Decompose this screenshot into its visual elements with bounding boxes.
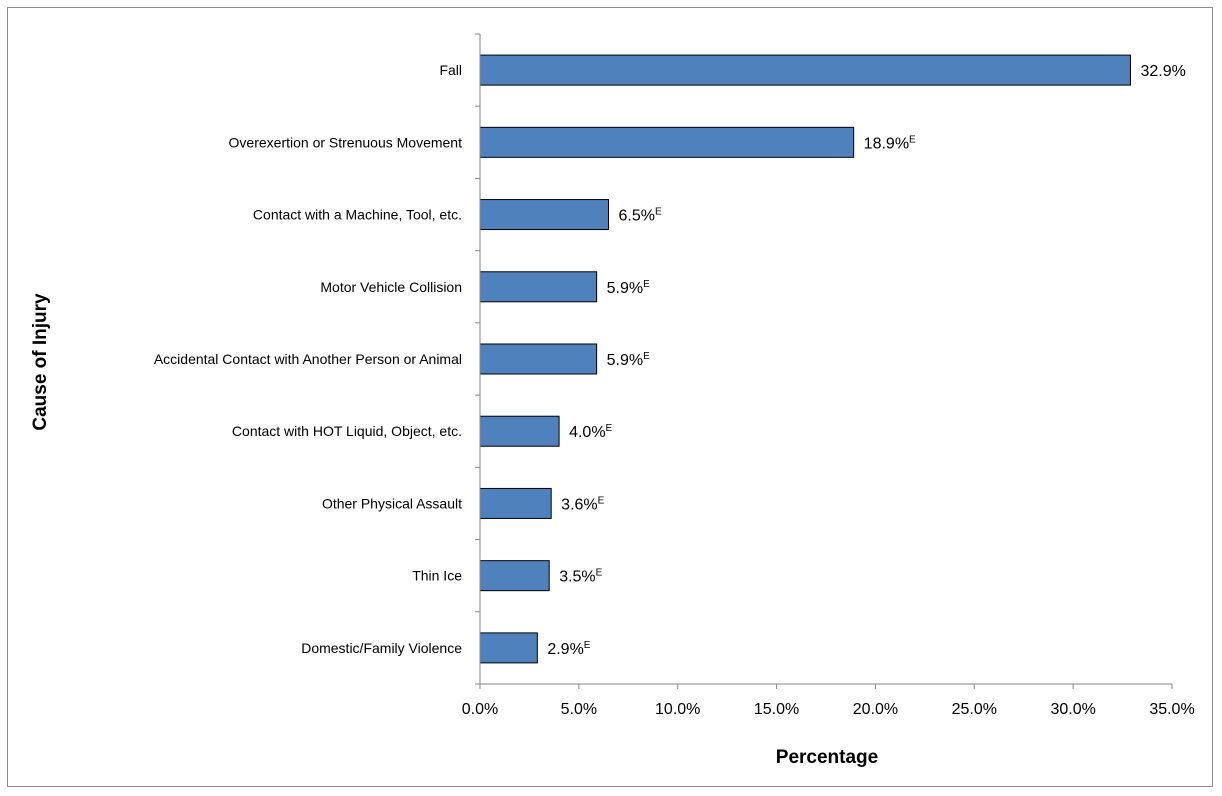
category-label: Contact with HOT Liquid, Object, etc. [232, 423, 462, 439]
data-labels: 32.9% 18.9%E 6.5%E 5.9%E 5.9%E 4.0%E 3.6%E 3.5%… [547, 63, 1186, 658]
data-label: 3.6%E [561, 495, 604, 513]
bar [479, 560, 550, 592]
estimate-flag: E [598, 495, 605, 506]
category-label: Overexertion or Strenuous Movement [229, 134, 463, 150]
data-label: 32.9% [1140, 63, 1185, 80]
data-label: 5.9%E [607, 351, 650, 369]
category-label: Contact with a Machine, Tool, etc. [253, 207, 462, 223]
estimate-flag: E [655, 207, 662, 218]
data-label: 2.9%E [547, 640, 590, 658]
bar [479, 54, 1131, 86]
x-tick-label: 10.0% [655, 701, 700, 718]
bar [479, 199, 610, 231]
category-label: Fall [439, 62, 462, 78]
bar-group [479, 54, 1131, 664]
bar [479, 126, 855, 158]
data-label: 6.5%E [619, 207, 662, 225]
y-axis-title: Cause of Injury [30, 293, 51, 431]
category-label: Motor Vehicle Collision [320, 279, 462, 295]
estimate-flag: E [643, 351, 650, 362]
data-label: 5.9%E [607, 279, 650, 297]
x-tick-labels: 0.0% 5.0% 10.0% 15.0% 20.0% 25.0% 30.0% 35.0% [462, 701, 1195, 718]
estimate-flag: E [584, 640, 591, 651]
category-label: Thin Ice [412, 568, 462, 584]
estimate-flag: E [909, 134, 916, 145]
x-tick-label: 15.0% [754, 701, 799, 718]
x-tick-label: 30.0% [1050, 701, 1095, 718]
estimate-flag: E [606, 423, 613, 434]
bar [479, 415, 560, 447]
data-label: 4.0%E [569, 423, 612, 441]
x-axis-title: Percentage [776, 747, 878, 768]
x-tick-label: 20.0% [853, 701, 898, 718]
category-labels: Fall Overexertion or Strenuous Movement Co… [154, 62, 462, 656]
x-tick-label: 0.0% [462, 701, 498, 718]
x-tick-label: 25.0% [952, 701, 997, 718]
bar [479, 632, 538, 664]
estimate-flag: E [643, 279, 650, 290]
estimate-flag: E [596, 568, 603, 579]
axes [475, 33, 1173, 689]
category-label: Domestic/Family Violence [301, 640, 462, 656]
category-label: Other Physical Assault [322, 495, 462, 511]
bar [479, 343, 598, 375]
x-tick-label: 5.0% [561, 701, 597, 718]
bar [479, 487, 552, 519]
data-label: 18.9%E [864, 134, 916, 152]
bar [479, 271, 598, 303]
category-label: Accidental Contact with Another Person o… [154, 351, 462, 367]
data-label: 3.5%E [559, 568, 602, 586]
x-tick-label: 35.0% [1149, 701, 1194, 718]
